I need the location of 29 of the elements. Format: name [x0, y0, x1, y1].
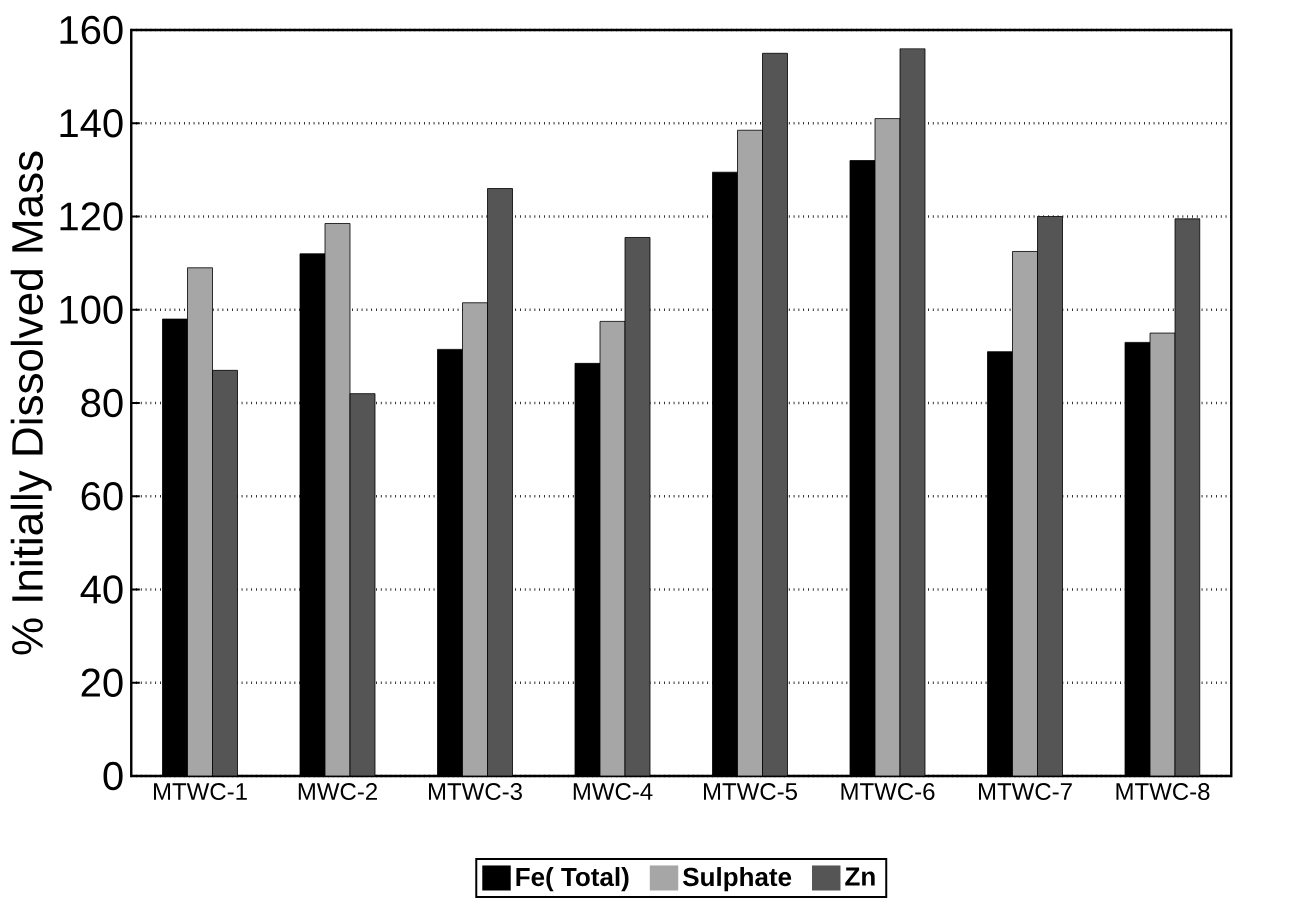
y-tick-label: 0: [103, 761, 123, 791]
bar: [737, 129, 763, 776]
x-tick-label: MTWC-6: [841, 783, 935, 801]
x-tick-label: MWC-4: [573, 783, 653, 801]
legend-label: Sulphate: [682, 867, 792, 892]
x-tick-label: MTWC-8: [1116, 783, 1210, 801]
y-tick-label: 80: [81, 388, 123, 418]
bar: [1149, 332, 1176, 776]
bar: [874, 118, 901, 776]
y-tick-label: 60: [81, 482, 123, 511]
x-tick-label: MTWC-3: [429, 783, 522, 801]
y-tick-label: 160: [60, 15, 123, 45]
y-axis-title: % Initially Dissolved Mass: [10, 151, 52, 655]
bar: [324, 223, 351, 776]
bar: [1012, 251, 1038, 776]
x-tick-label: MTWC-1: [153, 783, 247, 801]
y-tick-label: 140: [60, 109, 123, 138]
x-tick-label: MWC-2: [298, 783, 377, 801]
bar: [187, 267, 213, 776]
legend-label: Zn: [845, 867, 875, 886]
y-tick-label: 20: [81, 668, 123, 697]
x-tick-label: MTWC-5: [704, 783, 797, 801]
y-tick-label: 100: [60, 295, 123, 324]
legend-label: Fe( Total): [516, 867, 629, 892]
y-tick-label: 120: [60, 202, 123, 231]
x-tick-label: MTWC-7: [979, 783, 1072, 801]
bar: [599, 321, 626, 776]
bar: [462, 302, 488, 776]
y-tick-label: 40: [80, 575, 123, 604]
